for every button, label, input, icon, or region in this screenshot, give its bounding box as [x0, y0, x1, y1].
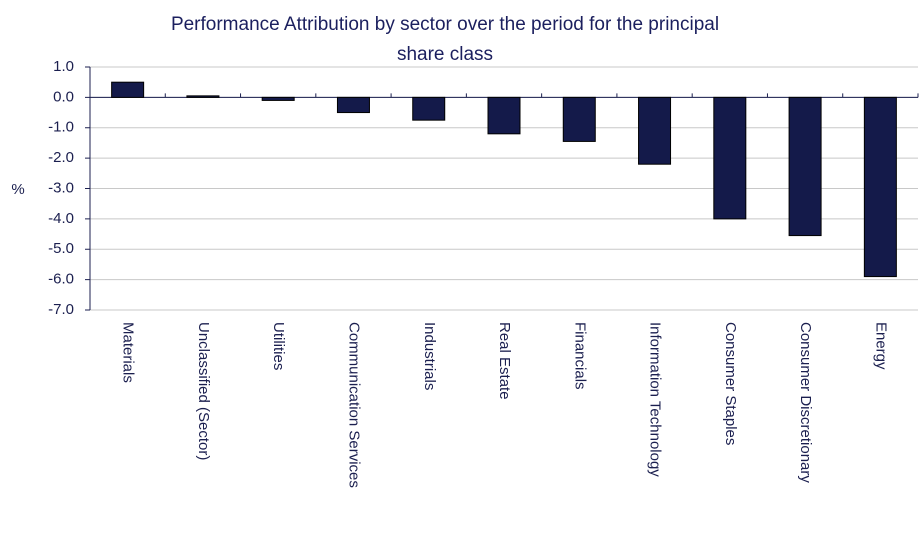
chart-title: Performance Attribution by sector over t…	[171, 14, 719, 35]
bar	[788, 96, 822, 237]
y-tick-label: 0.0	[53, 88, 74, 105]
y-tick-label: -1.0	[48, 119, 74, 136]
y-tick-label: -3.0	[48, 179, 74, 196]
bar	[111, 81, 145, 98]
y-tick-label: -7.0	[48, 301, 74, 318]
x-tick-label: Communication Services	[345, 322, 362, 488]
x-tick-label: Consumer Staples	[722, 322, 739, 445]
x-tick-label: Utilities	[270, 322, 287, 370]
chart-title: share class	[397, 44, 493, 65]
x-tick-label: Financials	[571, 322, 588, 390]
x-tick-label: Real Estate	[496, 322, 513, 400]
x-tick-label: Unclassified (Sector)	[195, 322, 212, 460]
x-tick-label: Information Technology	[647, 322, 664, 477]
bar	[412, 96, 446, 121]
bar	[186, 95, 220, 98]
bar	[487, 96, 521, 135]
bar	[261, 96, 295, 101]
y-tick-label: -2.0	[48, 149, 74, 166]
x-tick-label: Consumer Discretionary	[797, 322, 814, 483]
bar	[638, 96, 672, 165]
x-tick-label: Industrials	[421, 322, 438, 390]
bar	[336, 96, 370, 114]
y-tick-label: 1.0	[53, 58, 74, 75]
x-tick-label: Materials	[120, 322, 137, 383]
bar	[863, 96, 897, 278]
x-tick-label: Energy	[872, 322, 889, 370]
y-tick-label: -6.0	[48, 271, 74, 288]
y-tick-label: -5.0	[48, 240, 74, 257]
y-axis-label: %	[11, 181, 24, 198]
y-tick-label: -4.0	[48, 210, 74, 227]
bar	[713, 96, 747, 220]
bar	[562, 96, 596, 142]
